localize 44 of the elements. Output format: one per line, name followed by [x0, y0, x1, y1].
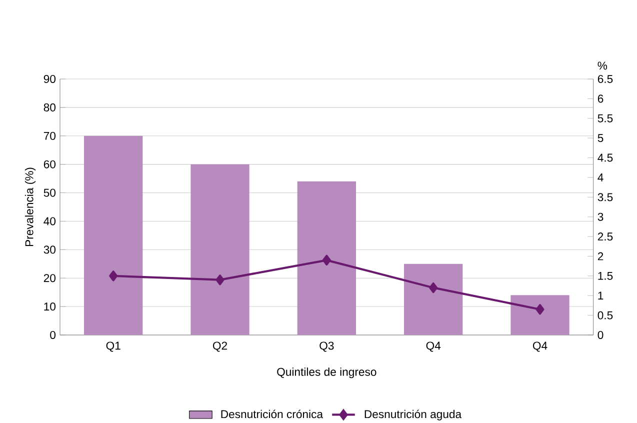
x-tick-label: Q1	[106, 342, 120, 352]
legend-label: Desnutrición crónica	[221, 410, 323, 418]
y2-tick-label: 5	[598, 134, 604, 142]
y2-tick-label: 0.5	[598, 311, 613, 320]
y-tick-label: 0	[50, 330, 56, 339]
y2-tick-label: 3.5	[598, 193, 613, 202]
y2-tick-label: 2	[598, 252, 604, 260]
x-tick-label: Q2	[212, 342, 227, 352]
x-axis-title: Quintiles de ingreso	[277, 368, 376, 378]
y2-tick-label: 3	[598, 212, 604, 221]
x-tick-label: Q4	[426, 342, 441, 352]
y-tick-label: 30	[44, 246, 56, 254]
y2-tick-label: 4	[598, 174, 604, 182]
y-axis-title: Prevalencia (%)	[24, 168, 36, 246]
bar	[84, 136, 143, 335]
y2-axis-title: %	[598, 62, 608, 70]
y2-tick-label: 6.5	[598, 74, 613, 83]
legend-label: Desnutrición aguda	[364, 410, 462, 420]
point	[429, 282, 438, 294]
y-tick-label: 20	[44, 274, 56, 282]
y2-tick-label: 2.5	[598, 232, 613, 241]
bar	[297, 181, 356, 335]
point	[216, 274, 224, 286]
y-tick-label: 60	[44, 160, 56, 168]
bar	[510, 295, 570, 335]
y-tick-label: 80	[44, 103, 56, 112]
x-tick-label: Q3	[320, 342, 334, 352]
point	[322, 254, 331, 266]
y2-tick-label: 1.5	[598, 272, 613, 280]
y-tick-label: 40	[44, 217, 56, 226]
y2-tick-label: 5.5	[598, 114, 613, 122]
x-tick-label: Q4	[532, 342, 548, 352]
y-tick-label: 10	[44, 302, 56, 311]
y2-tick-label: 1	[598, 292, 604, 300]
y2-tick-label: 4.5	[598, 154, 613, 162]
y-tick-label: 50	[44, 188, 56, 197]
y-tick-label: 70	[44, 132, 56, 140]
y2-tick-label: 0	[598, 330, 604, 339]
bar	[190, 164, 250, 335]
y-tick-label: 90	[44, 74, 56, 83]
point	[109, 270, 118, 282]
y2-tick-label: 6	[598, 94, 604, 103]
point	[536, 304, 544, 315]
bar	[404, 264, 463, 335]
